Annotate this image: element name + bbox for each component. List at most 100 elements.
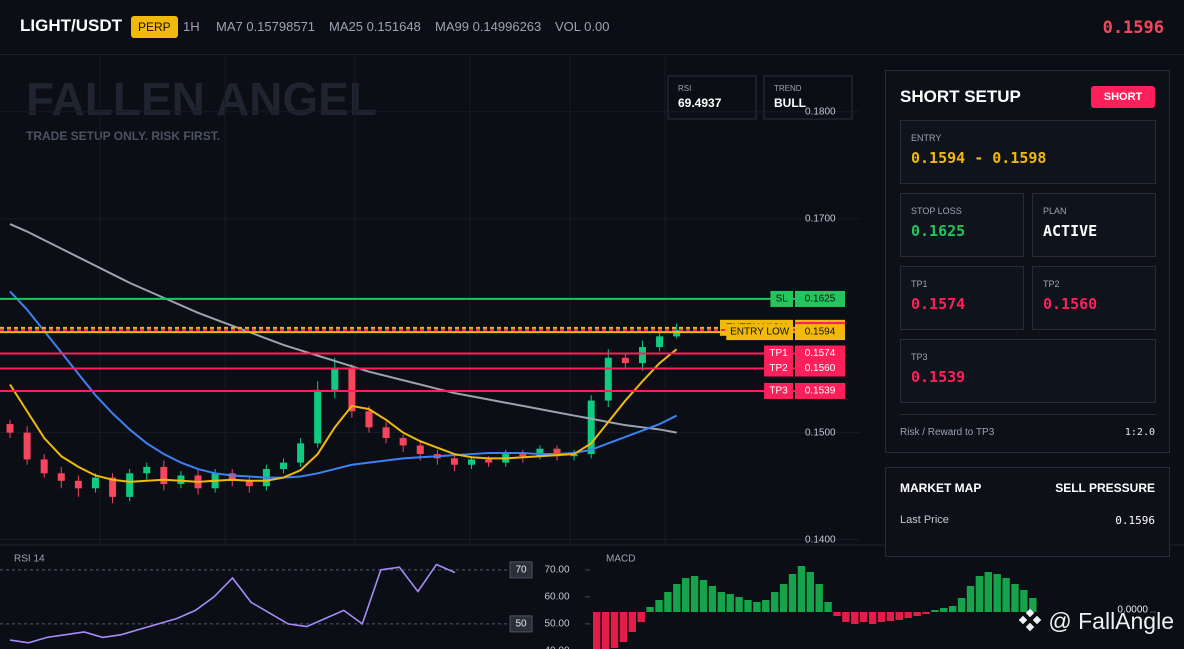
level-name: SL — [776, 294, 789, 305]
entry-value: 0.1594 - 0.1598 — [911, 149, 1047, 167]
candle-body — [91, 477, 99, 489]
volume: VOL 0.00 — [555, 19, 610, 34]
macd-bar — [940, 608, 948, 612]
candle-body — [74, 480, 82, 489]
brand-text: @ FallAngle — [1048, 608, 1174, 634]
level-value: 0.1594 — [805, 327, 836, 338]
brand: @ FallAngle — [1018, 608, 1174, 635]
badge: PERP — [131, 16, 178, 38]
tp1-label: TP1 — [911, 279, 928, 289]
last-price: 0.1596 — [1102, 18, 1164, 38]
candle-body — [621, 357, 629, 364]
macd-bar — [1020, 590, 1028, 612]
sl-value: 0.1625 — [911, 222, 966, 240]
candle-body — [126, 473, 134, 497]
candle-body — [6, 424, 14, 433]
macd-bar — [860, 612, 868, 622]
macd-bar — [699, 580, 708, 612]
candle-body — [468, 459, 476, 465]
candle-body — [553, 448, 561, 457]
tp1-value: 0.1574 — [911, 295, 966, 313]
candle-body — [450, 458, 458, 465]
macd-bar — [984, 572, 992, 612]
market-map-status: SELL PRESSURE — [1055, 481, 1155, 495]
trend-label: TREND — [774, 84, 802, 93]
timeframe[interactable]: 1H — [183, 19, 200, 34]
candle-body — [382, 427, 390, 439]
candle-body — [587, 400, 595, 455]
macd-bar — [690, 576, 699, 612]
brand-icon — [1018, 608, 1042, 632]
macd-bar — [993, 574, 1001, 612]
market-map: MARKET MAP SELL PRESSURE Last Price 0.15… — [885, 467, 1170, 557]
rr-value: 1:2.0 — [1124, 427, 1155, 438]
rsi-tick-label: 70.00 — [544, 565, 569, 576]
macd-bar — [664, 592, 672, 612]
level-name-box — [764, 360, 793, 377]
watermark-title: FALLEN ANGEL — [26, 73, 377, 125]
macd-bar — [673, 584, 681, 612]
macd-bar — [877, 612, 886, 622]
macd-bar — [949, 606, 957, 612]
header: LIGHT/USDT PERP 1H MA7 0.15798571 MA25 0… — [0, 0, 1184, 55]
macd-bar — [1002, 578, 1010, 612]
candle-body — [348, 368, 356, 412]
macd-bar — [601, 612, 610, 649]
candle-body — [109, 477, 117, 497]
macd-bar — [726, 594, 734, 612]
macd-bar — [1011, 584, 1019, 612]
candle-body — [399, 438, 407, 446]
macd-bar — [975, 576, 984, 612]
level-name-box — [770, 290, 793, 307]
last-price-value: 0.1596 — [1115, 514, 1155, 527]
level-value: 0.1574 — [805, 348, 836, 359]
tp2-label: TP2 — [1043, 279, 1060, 289]
candle-body — [536, 448, 544, 457]
tp3-card: TP3 0.1539 — [900, 339, 1156, 403]
rsi-tick-label: 40.00 — [544, 646, 569, 649]
charts: FALLEN ANGEL TRADE SETUP ONLY. RISK FIRS… — [0, 55, 1184, 649]
rsi-level-box — [509, 561, 533, 579]
candle-body — [485, 459, 493, 463]
level-value-box — [795, 290, 845, 307]
macd-bar — [913, 612, 921, 616]
macd-bar — [717, 592, 725, 612]
candle-body — [570, 454, 578, 457]
candle-body — [279, 462, 287, 470]
rr-label: Risk / Reward to TP3 — [900, 427, 995, 438]
moving-average — [9, 348, 678, 483]
rsi-tick-label: 50.00 — [544, 619, 569, 630]
setup-title: SHORT SETUP — [900, 87, 1021, 106]
candle-body — [638, 347, 646, 364]
candle-body — [331, 368, 339, 390]
rsi-title: RSI 14 — [14, 554, 45, 565]
ma25: MA25 0.151648 — [329, 19, 421, 34]
macd-bar — [895, 612, 903, 620]
candle-body — [40, 459, 48, 474]
candle-body — [416, 445, 424, 455]
ma7: MA7 0.15798571 — [216, 19, 316, 34]
macd-bar — [868, 612, 877, 624]
y-tick-label: 0.1700 — [805, 213, 836, 224]
level-value: 0.1560 — [805, 363, 836, 374]
trend-value: BULL — [774, 96, 806, 110]
plan-card: PLAN ACTIVE — [1032, 193, 1156, 257]
macd-bar — [815, 584, 823, 612]
candle-body — [177, 475, 185, 485]
macd-bar — [637, 612, 645, 622]
candle-body — [228, 473, 236, 481]
short-button[interactable]: SHORT — [1091, 86, 1155, 108]
candle-body — [143, 466, 151, 474]
rsi-line — [9, 563, 456, 644]
sl-label: STOP LOSS — [911, 206, 962, 216]
macd-bar — [886, 612, 895, 621]
sl-card: STOP LOSS 0.1625 — [900, 193, 1024, 257]
macd-bar — [842, 612, 850, 622]
level-value-box — [795, 345, 845, 362]
plan-value: ACTIVE — [1043, 222, 1098, 240]
y-tick-label: 0.1800 — [805, 106, 836, 117]
symbol: LIGHT/USDT — [20, 16, 122, 35]
setup-panel: SHORT SETUP SHORT ENTRY 0.1594 - 0.1598 … — [885, 70, 1170, 453]
macd-tick-label: 0.0000 — [1117, 605, 1148, 616]
